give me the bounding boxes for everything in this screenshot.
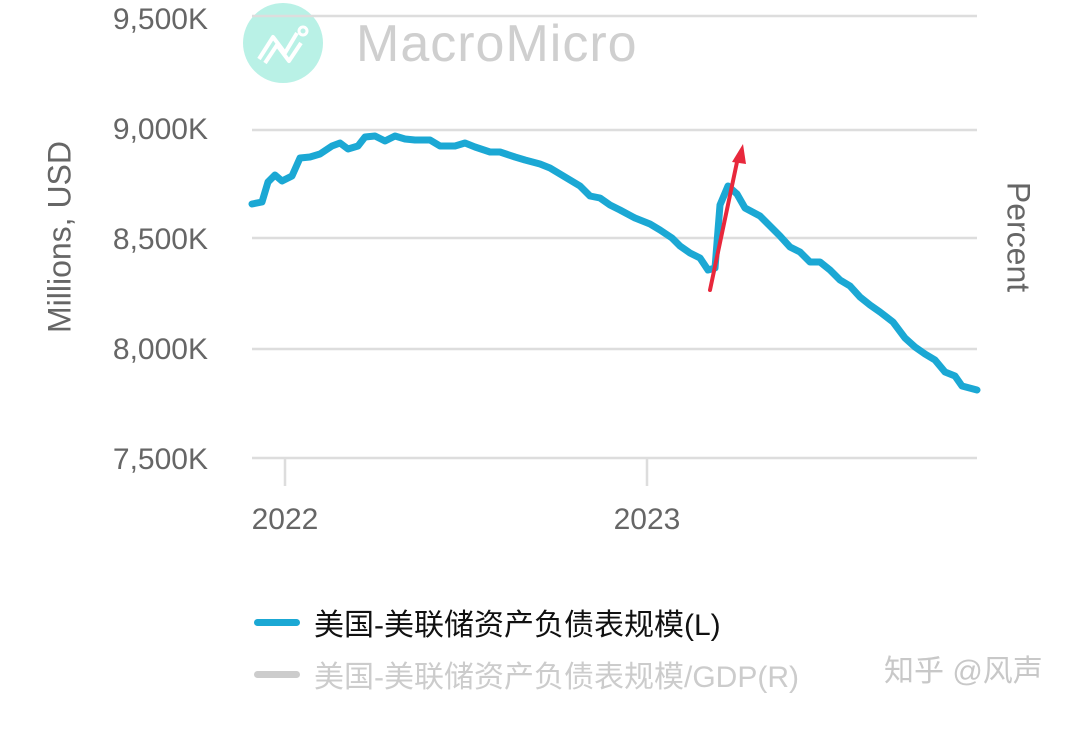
y-tick-label: 8,500K [112, 223, 208, 256]
legend-item-balance-sheet-gdp[interactable]: 美国-美联储资产负债表规模/GDP(R) [254, 652, 799, 696]
x-tick-label: 2022 [251, 503, 319, 536]
y-tick-label: 9,000K [112, 113, 208, 146]
annotation-arrow-icon [708, 144, 746, 292]
legend-label: 美国-美联储资产负债表规模/GDP(R) [314, 661, 799, 694]
chart-logo-icon [257, 25, 309, 65]
legend-label: 美国-美联储资产负债表规模(L) [314, 609, 721, 642]
gridlines [252, 14, 977, 486]
legend-item-balance-sheet[interactable]: 美国-美联储资产负债表规模(L) [254, 600, 721, 644]
x-tick-label: 2023 [613, 503, 681, 536]
y-tick-label: 7,500K [112, 443, 208, 476]
legend-swatch-icon [254, 618, 300, 626]
y-tick-label: 8,000K [112, 333, 208, 366]
y-tick-label: 9,500K [112, 3, 208, 36]
series-line-balance-sheet[interactable] [248, 132, 981, 394]
plot-area [248, 14, 981, 486]
legend-swatch-icon [254, 670, 300, 678]
source-credit: 知乎 @风声 [884, 655, 1043, 688]
watermark-brand: MacroMicro [356, 15, 638, 73]
